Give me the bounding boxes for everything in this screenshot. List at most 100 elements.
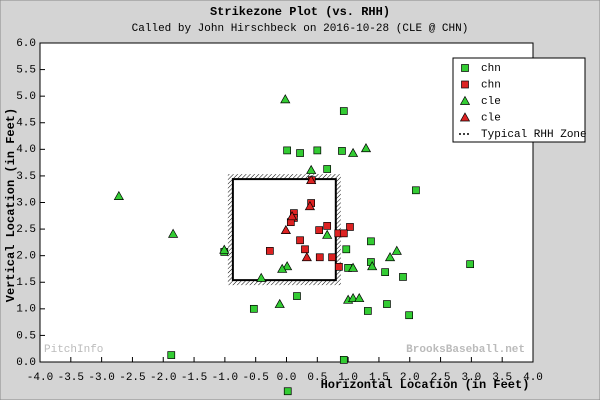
x-tick-label: -4.0 [27, 372, 53, 384]
point [282, 261, 293, 271]
point [363, 307, 372, 315]
point [219, 244, 230, 254]
point [346, 223, 354, 231]
point [328, 253, 336, 262]
point [283, 387, 292, 396]
legend-label: Typical RHH Zone [481, 129, 587, 141]
point [360, 143, 372, 153]
point [277, 263, 288, 273]
point [347, 147, 359, 157]
point [167, 351, 176, 359]
point [296, 149, 304, 157]
x-tick-label: -2.5 [119, 372, 145, 384]
point [367, 237, 375, 246]
legend-label: chn [481, 63, 501, 75]
x-tick-label: 3.0 [461, 372, 481, 384]
point [304, 201, 316, 211]
point [347, 292, 359, 303]
point [339, 229, 348, 238]
x-tick-label: -0.5 [242, 372, 268, 384]
point [280, 224, 291, 234]
x-tick-label: 1.0 [338, 372, 358, 384]
y-tick-label: 2.5 [16, 224, 36, 236]
point [466, 260, 474, 269]
x-tick-label: -3.0 [88, 372, 114, 384]
y-tick-label: 0.5 [16, 330, 36, 342]
x-tick-label: -1.0 [212, 372, 238, 384]
point [381, 268, 389, 276]
legend-box [452, 57, 586, 143]
legend-marker [459, 95, 471, 105]
x-tick-label: -3.5 [58, 372, 84, 384]
x-tick-label: 0.0 [277, 372, 297, 384]
plot-area [39, 42, 534, 363]
point [391, 245, 402, 255]
point [266, 247, 274, 255]
legend-label: cle [481, 112, 501, 124]
point [339, 356, 348, 364]
point [249, 304, 258, 313]
point [347, 262, 359, 272]
point [283, 146, 291, 155]
legend-label: chn [481, 79, 501, 91]
point [383, 300, 391, 308]
y-tick-label: 4.5 [16, 118, 36, 130]
point [306, 164, 317, 174]
point [168, 228, 179, 238]
point [301, 252, 312, 262]
point [354, 292, 365, 303]
point [113, 190, 124, 200]
point [315, 253, 324, 262]
point [342, 245, 351, 254]
point [323, 222, 332, 230]
point [280, 94, 291, 104]
point [399, 273, 407, 281]
legend-label: cle [481, 96, 501, 108]
watermark: PitchInfo [44, 344, 103, 356]
point [335, 262, 343, 271]
point [405, 311, 413, 320]
x-tick-label: 4.0 [523, 372, 543, 384]
y-tick-label: 3.0 [16, 197, 36, 209]
legend-marker [461, 64, 469, 72]
point [384, 252, 396, 262]
point [367, 261, 378, 271]
y-tick-label: 0.0 [16, 357, 36, 369]
point [256, 272, 267, 282]
legend-marker [461, 80, 469, 89]
point [274, 298, 285, 308]
y-tick-label: 3.5 [16, 171, 36, 183]
x-tick-label: 3.5 [492, 372, 512, 384]
x-tick-label: 2.0 [400, 372, 420, 384]
y-tick-label: 6.0 [16, 38, 36, 50]
point [313, 146, 322, 155]
y-tick-label: 1.0 [16, 304, 36, 316]
point [339, 107, 348, 115]
y-tick-label: 5.5 [16, 64, 36, 76]
y-tick-label: 2.0 [16, 251, 36, 263]
point [306, 174, 317, 185]
y-axis-label: Vertical Location (in Feet) [4, 108, 18, 302]
y-tick-label: 4.0 [16, 144, 36, 156]
x-axis-label: Horizontal Location (in Feet) [321, 378, 530, 392]
point [323, 165, 332, 173]
x-tick-label: 1.5 [369, 372, 389, 384]
point [412, 186, 420, 195]
y-tick-label: 1.5 [16, 277, 36, 289]
x-tick-label: 2.5 [431, 372, 451, 384]
chart-subtitle: Called by John Hirschbeck on 2016-10-28 … [132, 23, 469, 35]
x-tick-label: 0.5 [307, 372, 327, 384]
legend-marker [459, 112, 471, 122]
watermark: BrooksBaseball.net [406, 344, 525, 356]
point [286, 211, 298, 221]
chart-title: Strikezone Plot (vs. RHH) [210, 5, 390, 19]
x-tick-label: -2.0 [150, 372, 176, 384]
y-tick-label: 5.0 [16, 91, 36, 103]
point [296, 236, 304, 245]
point [322, 229, 333, 239]
point [315, 226, 324, 234]
point [293, 292, 301, 300]
x-tick-label: -1.5 [181, 372, 207, 384]
point [338, 147, 346, 155]
